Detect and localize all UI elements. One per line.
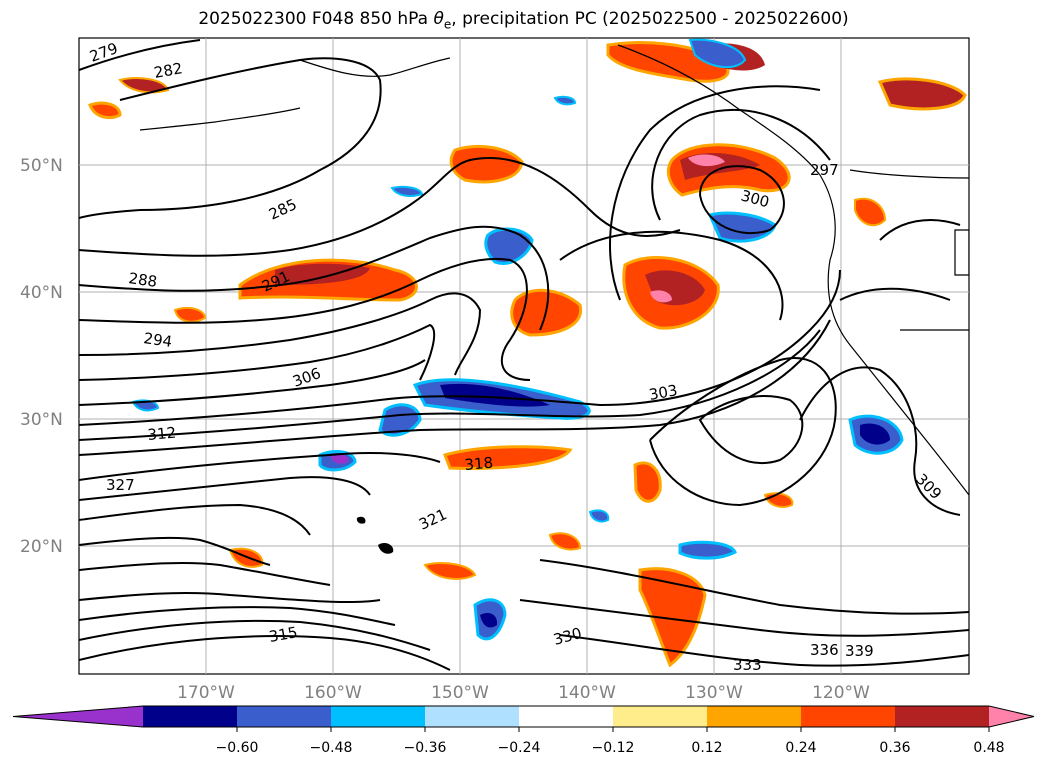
colorbar-segment: [707, 706, 802, 727]
longitude-labels: 170°W 160°W 150°W 140°W 130°W 120°W: [177, 683, 870, 703]
colorbar-outline: [12, 705, 1035, 728]
precip-negative: [131, 38, 904, 641]
islands: [356, 516, 394, 554]
colorbar-tick-label: −0.24: [498, 740, 541, 756]
colorbar-extend-min: [13, 706, 143, 727]
map-frame: [78, 37, 970, 675]
contour-label-339: 339: [845, 642, 874, 660]
colorbar-tick-label: 0.48: [973, 740, 1004, 756]
coastlines: [139, 44, 969, 496]
theta-subscript: e: [443, 17, 452, 32]
colorbar-segment: [801, 706, 896, 727]
lat-label-30: 30°N: [20, 410, 63, 430]
lon-label-150w: 150°W: [431, 683, 489, 703]
contour-label-303: 303: [648, 381, 679, 404]
colorbar-tick-label: 0.24: [785, 740, 816, 756]
title-prefix: 2025022300 F048 850 hPa: [198, 9, 434, 29]
lat-label-40: 40°N: [20, 283, 63, 303]
contour-label-312: 312: [147, 424, 177, 444]
contour-label-297: 297: [810, 161, 839, 179]
colorbar-segment: [519, 706, 614, 727]
lon-label-160w: 160°W: [304, 683, 362, 703]
colorbar-tick-label: −0.36: [404, 740, 447, 756]
theta-e-contours: [79, 39, 969, 671]
theta-symbol: θ: [433, 9, 444, 29]
lat-label-50: 50°N: [20, 156, 63, 176]
lon-label-130w: 130°W: [685, 683, 743, 703]
lon-label-140w: 140°W: [558, 683, 616, 703]
title-suffix: , precipitation PC (2025022500 - 2025022…: [451, 9, 849, 29]
contour-label-282: 282: [153, 59, 184, 82]
colorbar-tick-label: 0.36: [879, 740, 910, 756]
contour-label-315: 315: [268, 623, 299, 646]
latitude-labels: 50°N 40°N 30°N 20°N: [20, 156, 63, 557]
map-title: 2025022300 F048 850 hPa θe, precipitatio…: [0, 9, 1047, 31]
colorbar-extend-max: [989, 706, 1034, 727]
contour-label-327: 327: [106, 476, 135, 494]
colorbar-tick-label: −0.12: [592, 740, 635, 756]
lon-label-120w: 120°W: [812, 683, 870, 703]
contour-label-318: 318: [464, 454, 494, 474]
lat-label-20: 20°N: [20, 537, 63, 557]
lon-label-170w: 170°W: [177, 683, 235, 703]
colorbar-segment: [331, 706, 426, 727]
colorbar: −0.60 −0.48 −0.36 −0.24 −0.12 0.12 0.24 0.36 0.4…: [12, 705, 1035, 756]
colorbar-segment: [895, 706, 990, 727]
colorbar-segment: [613, 706, 708, 727]
contour-label-336: 336: [810, 641, 839, 659]
colorbar-tick-label: −0.60: [216, 740, 259, 756]
colorbar-tick-label: −0.48: [310, 740, 353, 756]
contour-label-333: 333: [733, 656, 762, 674]
contour-label-294: 294: [142, 329, 173, 351]
contour-label-288: 288: [127, 269, 158, 291]
colorbar-segment: [237, 706, 332, 727]
colorbar-tick-label: 0.12: [691, 740, 722, 756]
colorbar-segment: [143, 706, 238, 727]
colorbar-segment: [425, 706, 520, 727]
